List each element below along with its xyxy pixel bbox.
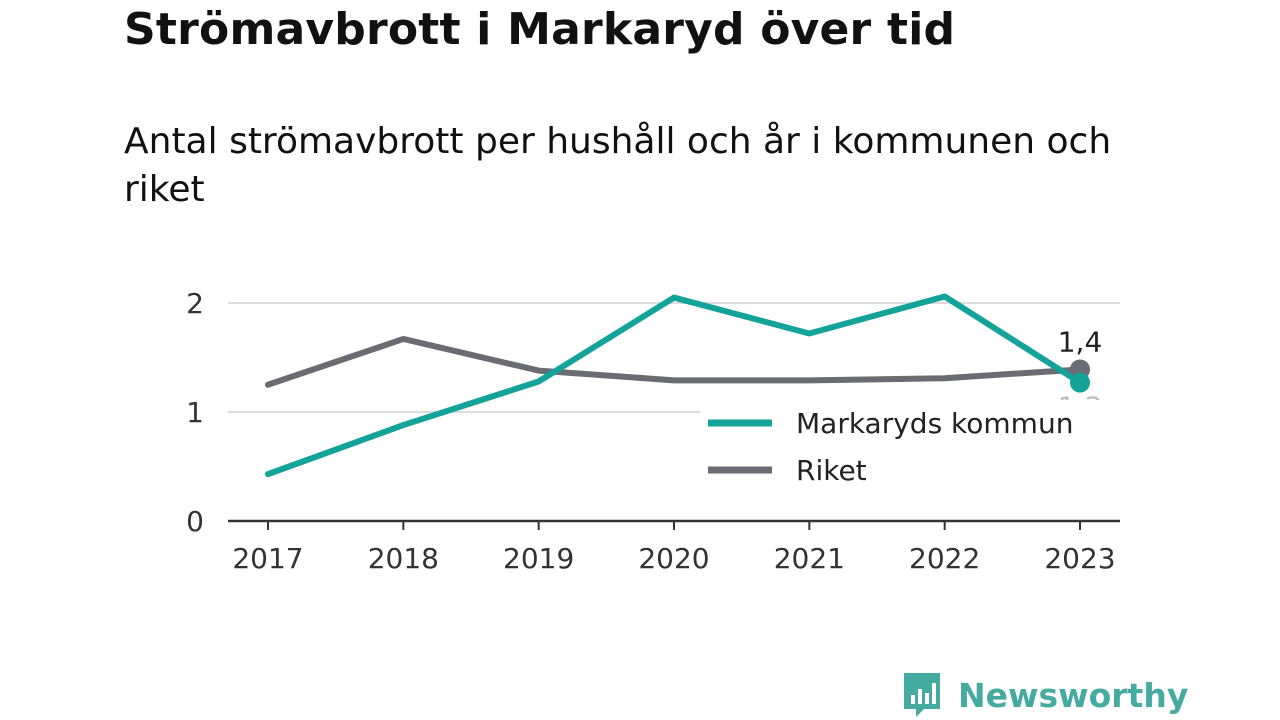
y-tick-label: 1 xyxy=(186,396,204,429)
x-tick-label: 2018 xyxy=(368,542,439,575)
end-point-markaryd xyxy=(1070,372,1090,393)
x-tick-label: 2019 xyxy=(503,542,574,575)
brand-name: Newsworthy xyxy=(958,675,1189,715)
end-label-riket: 1,4 xyxy=(1058,325,1103,358)
chart-title: Strömavbrott i Markaryd över tid xyxy=(124,4,956,55)
legend-background xyxy=(700,400,1120,496)
x-tick-label: 2023 xyxy=(1044,542,1115,575)
x-tick-label: 2017 xyxy=(232,542,303,575)
legend-label: Markaryds kommun xyxy=(796,407,1073,440)
brand-logo: Newsworthy xyxy=(902,670,1188,720)
newsworthy-logo-icon xyxy=(904,673,940,717)
legend-label: Riket xyxy=(796,454,867,487)
x-tick-label: 2022 xyxy=(909,542,980,575)
y-tick-label: 0 xyxy=(186,505,204,538)
series-line xyxy=(265,335,1083,388)
series-line xyxy=(265,293,1083,478)
x-tick-label: 2020 xyxy=(638,542,709,575)
y-tick-label: 2 xyxy=(186,287,204,320)
x-tick-label: 2021 xyxy=(774,542,845,575)
chart-subtitle: Antal strömavbrott per hushåll och år i … xyxy=(124,121,1112,210)
